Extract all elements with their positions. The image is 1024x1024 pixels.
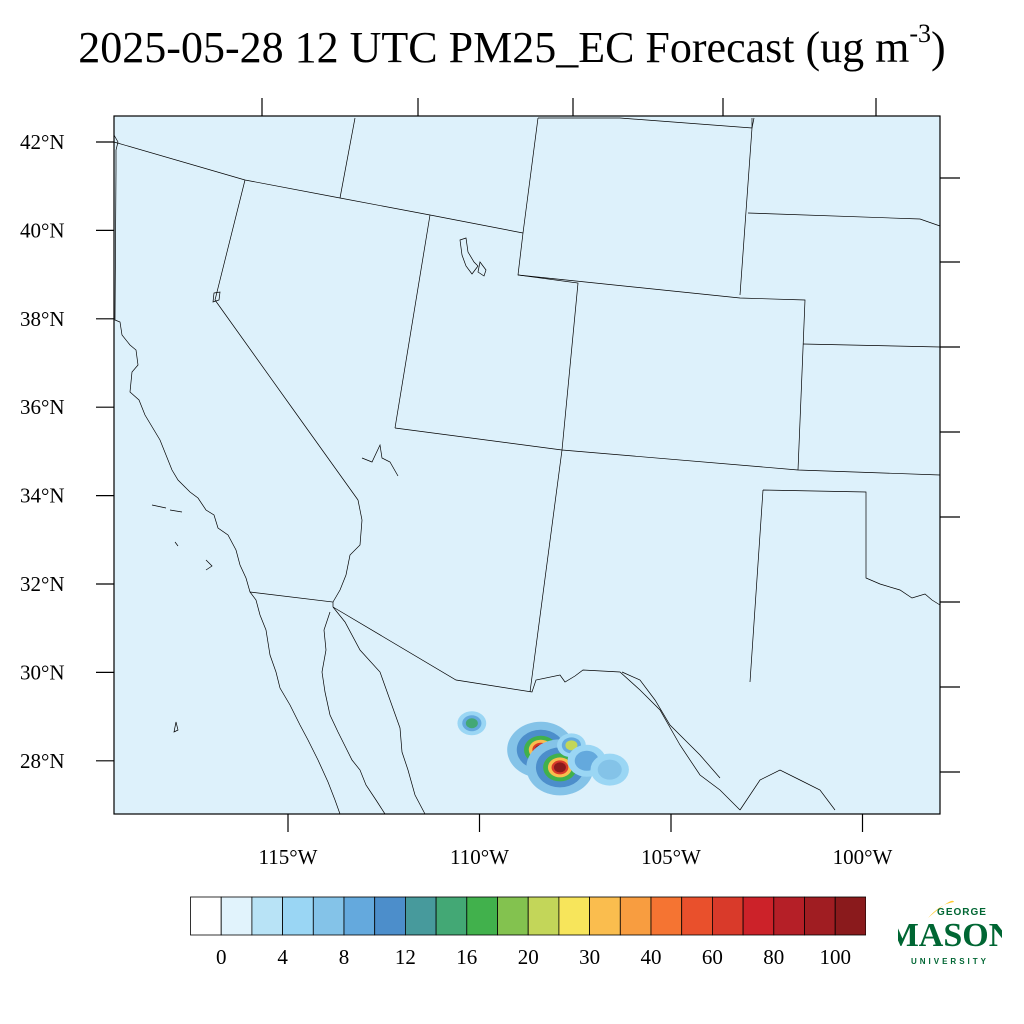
colorbar-box xyxy=(589,896,621,936)
colorbar-box xyxy=(343,896,376,936)
colorbar-box xyxy=(251,896,284,936)
logo-line1: GEORGE xyxy=(937,907,987,918)
colorbar-label: 80 xyxy=(763,945,785,969)
plains-borders xyxy=(747,212,941,348)
chart-title: 2025-05-28 12 UTC PM25_EC Forecast (ug m… xyxy=(0,19,1024,73)
colorbar-box xyxy=(374,896,406,936)
pm25-hotspots xyxy=(457,711,629,796)
ca-nv-border xyxy=(214,179,359,501)
colorbar-label: 60 xyxy=(701,945,723,969)
gmu-logo: GEORGE MASON UNIVERSITY xyxy=(898,900,1002,966)
lon-label: 110°W xyxy=(450,845,509,869)
lat-label: 34°N xyxy=(20,484,65,508)
lake-mead xyxy=(361,443,399,477)
colorbar-box xyxy=(312,896,345,936)
lat-label: 30°N xyxy=(20,660,65,684)
axis-ticks xyxy=(96,98,960,832)
colorbar-box xyxy=(834,896,866,936)
lat-label: 40°N xyxy=(20,218,65,242)
wyoming-borders xyxy=(517,118,806,471)
lon-label: 115°W xyxy=(259,845,318,869)
id-wy-border xyxy=(339,117,755,296)
colorbar-box xyxy=(466,896,498,936)
hotspot-contour xyxy=(465,718,478,729)
lat-label: 38°N xyxy=(20,307,65,331)
colorbar-box xyxy=(681,896,713,936)
utah-lake xyxy=(477,261,487,277)
colorbar-box xyxy=(650,896,683,936)
colorbar-label: 30 xyxy=(579,945,601,969)
title-main: 2025-05-28 12 UTC PM25_EC Forecast (ug m xyxy=(78,23,910,72)
colorbar-box xyxy=(220,896,253,936)
logo-line3: UNIVERSITY xyxy=(911,957,989,966)
colorbar-box xyxy=(804,896,836,936)
colorbar-label: 8 xyxy=(338,945,350,969)
hotspot-contour xyxy=(565,740,578,751)
logo-line2: MASON xyxy=(898,917,1002,954)
colorbar-labels: 0 4 8 12 16 20 30 40 60 80 100 xyxy=(0,945,1024,975)
az-ca-border xyxy=(332,499,363,603)
gulf-coast-sonora xyxy=(332,606,426,815)
colorbar-label: 0 xyxy=(215,945,227,969)
longitude-labels: 115°W 110°W 105°W 100°W xyxy=(259,845,893,869)
map-frame xyxy=(113,115,941,815)
map-background xyxy=(114,116,940,814)
lon-label: 105°W xyxy=(641,845,701,869)
colorbar-box xyxy=(282,896,314,936)
colorbar-box xyxy=(773,896,805,936)
lat-label: 42°N xyxy=(20,130,65,154)
colorbar-label: 12 xyxy=(394,945,416,969)
channel-islands xyxy=(151,504,213,571)
lat-label: 32°N xyxy=(20,572,65,596)
gulf-coast-baja xyxy=(321,611,386,815)
lon-label: 100°W xyxy=(833,845,893,869)
title-suffix: ) xyxy=(931,23,946,72)
colorbar-box xyxy=(404,896,437,936)
colorbar-box xyxy=(527,896,560,936)
colorbar-label: 40 xyxy=(640,945,662,969)
colorbar-label: 20 xyxy=(517,945,539,969)
hotspot-contour xyxy=(597,759,622,780)
great-salt-lake xyxy=(459,237,479,275)
boundary-lines xyxy=(113,117,941,815)
utah-borders xyxy=(394,214,579,451)
lat-label: 28°N xyxy=(20,749,65,773)
latitude-labels: 42°N 40°N 38°N 36°N 34°N 32°N 30°N 28°N xyxy=(20,130,65,773)
nm-tx-border xyxy=(749,489,941,683)
colorbar-label: 16 xyxy=(456,945,478,969)
colorbar-box xyxy=(742,896,775,936)
small-island xyxy=(173,721,179,733)
colorbar-box xyxy=(497,896,529,936)
colorbar xyxy=(190,896,866,936)
colorbar-box xyxy=(619,896,652,936)
colorbar-label: 100 xyxy=(819,945,851,969)
title-superscript: -3 xyxy=(909,19,932,49)
lake-tahoe xyxy=(212,291,221,303)
logo-swoosh xyxy=(928,900,954,918)
colorbar-box xyxy=(190,896,222,936)
colorbar-box xyxy=(558,896,590,936)
colorbar-box xyxy=(435,896,468,936)
colorbar-box xyxy=(712,896,744,936)
four-corners-borders xyxy=(394,427,941,693)
colorbar-label: 4 xyxy=(277,945,288,969)
pacific-coastline xyxy=(113,134,341,815)
hotspot-contour xyxy=(553,762,566,773)
lat-label: 36°N xyxy=(20,395,65,419)
rio-grande xyxy=(621,671,721,779)
